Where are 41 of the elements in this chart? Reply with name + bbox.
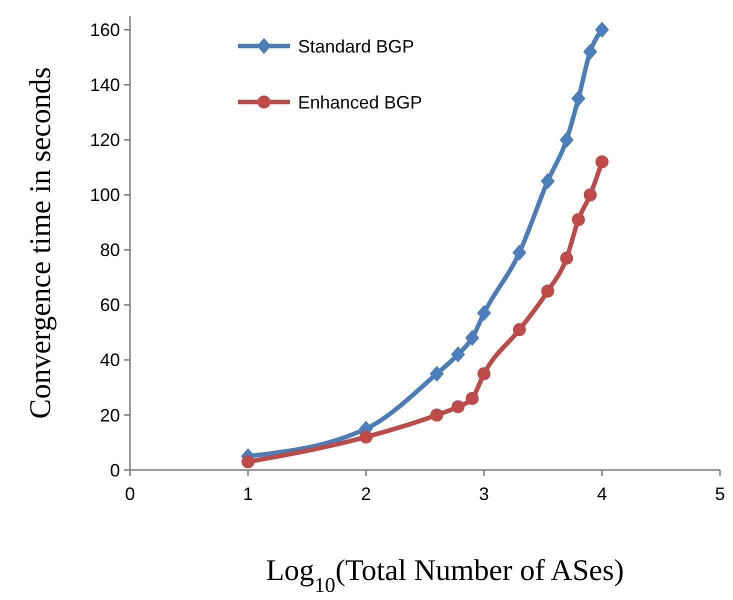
point — [451, 346, 466, 362]
point — [242, 455, 254, 468]
x-tick-label: 5 — [714, 484, 726, 504]
y-tick-label: 140 — [90, 75, 120, 96]
point — [540, 173, 555, 190]
point — [512, 244, 526, 261]
point — [512, 323, 526, 336]
x-tick-label: 2 — [360, 484, 372, 504]
y-axis-title: Convergence time in seconds — [24, 67, 57, 419]
point — [584, 188, 597, 202]
point — [596, 155, 608, 168]
y-tick-label: 100 — [90, 185, 120, 206]
point — [360, 430, 372, 444]
point — [477, 305, 491, 322]
point — [452, 400, 465, 414]
point — [541, 284, 554, 298]
point — [583, 44, 598, 60]
legend-label: Standard BGP — [298, 36, 414, 56]
point — [595, 22, 609, 38]
y-tick-label: 0 — [110, 460, 120, 480]
point — [560, 252, 574, 265]
y-tick-label: 160 — [90, 20, 120, 40]
point — [572, 213, 585, 226]
point — [466, 392, 479, 405]
x-axis-title: Log$_{10}$(Total Number of ASes) — [266, 554, 624, 597]
point — [571, 90, 586, 107]
y-tick-label: 60 — [100, 295, 120, 316]
point — [560, 132, 574, 148]
y-tick-label: 80 — [100, 240, 120, 260]
point — [478, 367, 490, 380]
y-tick-label: 20 — [100, 405, 120, 426]
x-tick-label: 0 — [124, 484, 136, 504]
y-tick-label: 120 — [90, 130, 120, 150]
x-tick-label: 4 — [596, 484, 608, 504]
y-tick-label: 40 — [100, 350, 120, 370]
x-tick-label: 1 — [242, 484, 254, 504]
point — [465, 330, 480, 346]
legend-label: Enhanced BGP — [298, 92, 422, 112]
x-tick-label: 3 — [478, 484, 490, 504]
point — [430, 366, 444, 382]
point — [430, 408, 444, 422]
